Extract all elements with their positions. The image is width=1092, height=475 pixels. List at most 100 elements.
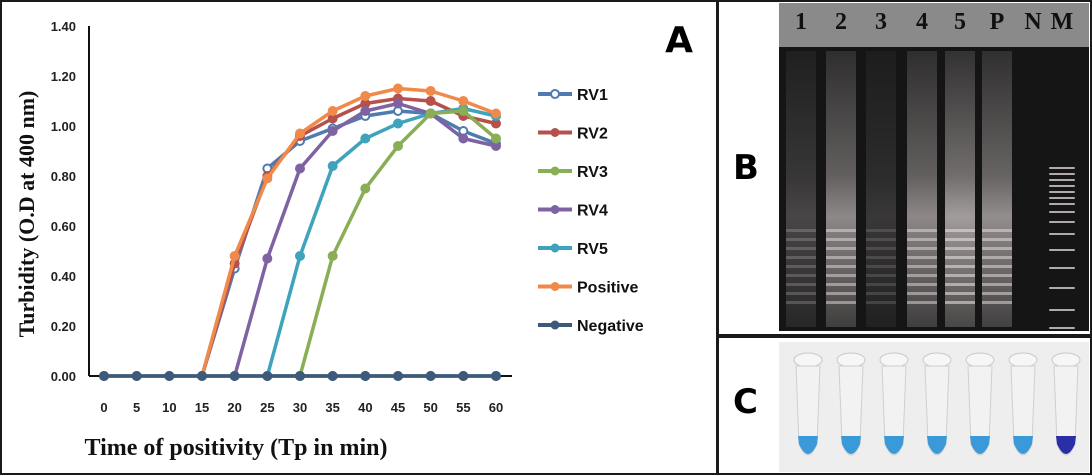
x-tick-label: 55 bbox=[456, 400, 470, 415]
series-line bbox=[265, 106, 497, 377]
x-tick-label: 20 bbox=[227, 400, 241, 415]
data-point bbox=[393, 371, 403, 381]
tube-cap bbox=[879, 352, 909, 368]
legend-item: Positive bbox=[538, 280, 638, 297]
y-axis-title-group: Turbidity (O.D at 400 nm) bbox=[14, 91, 39, 338]
legend-label: RV3 bbox=[577, 164, 608, 181]
data-point bbox=[360, 91, 371, 101]
gel-lane bbox=[786, 51, 816, 327]
tube-shape bbox=[836, 352, 866, 456]
data-point bbox=[425, 86, 436, 96]
ladder-band bbox=[1049, 197, 1075, 199]
lane-label: 3 bbox=[875, 9, 887, 35]
tube-cap bbox=[1051, 352, 1081, 368]
lane-label: 5 bbox=[954, 9, 966, 35]
ladder-band bbox=[1049, 211, 1075, 213]
data-point bbox=[360, 371, 371, 381]
ladder-band bbox=[1049, 249, 1075, 251]
legend-marker bbox=[550, 166, 560, 176]
tube-color-image bbox=[779, 342, 1089, 472]
reaction-tube bbox=[793, 348, 823, 466]
data-point bbox=[458, 133, 469, 144]
y-axis-title: Turbidity (O.D at 400 nm) bbox=[14, 91, 39, 338]
data-point bbox=[295, 251, 305, 261]
gel-lane bbox=[1018, 51, 1048, 327]
series-negative-top bbox=[99, 371, 501, 381]
data-point bbox=[327, 251, 338, 261]
ladder-band bbox=[1049, 203, 1075, 205]
lane-label: M bbox=[1050, 9, 1074, 35]
gel-lane bbox=[826, 51, 856, 327]
x-tick-label: 30 bbox=[293, 400, 307, 415]
series-rv3 bbox=[298, 106, 501, 377]
legend-marker bbox=[550, 89, 560, 99]
tube-cap bbox=[922, 352, 952, 368]
data-point bbox=[131, 371, 142, 381]
x-tick-label: 60 bbox=[489, 400, 503, 415]
x-tick-label: 5 bbox=[133, 400, 140, 415]
legend-marker bbox=[550, 243, 560, 253]
tube-liquid bbox=[927, 436, 947, 454]
data-point bbox=[327, 371, 338, 381]
data-point bbox=[393, 118, 403, 129]
reaction-tube bbox=[965, 348, 995, 466]
data-point bbox=[393, 141, 403, 151]
tube-liquid bbox=[841, 436, 861, 454]
data-point bbox=[393, 83, 403, 94]
lane-label: P bbox=[989, 9, 1005, 35]
tube-liquid bbox=[884, 436, 904, 454]
data-point bbox=[327, 126, 338, 136]
ladder-band bbox=[1049, 309, 1075, 311]
gel-lane bbox=[982, 51, 1012, 327]
data-point bbox=[295, 128, 305, 139]
legend-label: RV2 bbox=[577, 126, 608, 143]
legend-item: RV3 bbox=[538, 164, 608, 181]
data-point bbox=[229, 251, 240, 261]
legend-label: RV4 bbox=[577, 203, 608, 220]
data-point bbox=[229, 371, 240, 381]
lane-label: 1 bbox=[795, 9, 807, 35]
series-positive bbox=[200, 83, 501, 377]
data-point bbox=[262, 253, 273, 264]
panel-divider-vertical bbox=[716, 0, 719, 475]
series-line bbox=[232, 101, 497, 377]
tube-shape bbox=[1051, 352, 1081, 456]
data-point bbox=[491, 133, 501, 144]
data-point bbox=[197, 371, 207, 381]
gel-lane bbox=[945, 51, 975, 327]
ladder-band bbox=[1049, 233, 1075, 235]
legend-marker bbox=[550, 205, 560, 214]
panel-label-c: C bbox=[733, 382, 758, 422]
tube-cap bbox=[965, 352, 995, 368]
data-point bbox=[491, 108, 501, 119]
series-rv4 bbox=[232, 98, 501, 377]
series-line bbox=[200, 86, 497, 377]
data-point bbox=[458, 371, 469, 381]
panel-label-a: A bbox=[665, 20, 693, 61]
data-point bbox=[327, 161, 338, 171]
lane-label: 4 bbox=[916, 9, 928, 35]
panel-divider-horizontal bbox=[716, 334, 1092, 338]
dna-ladder bbox=[1047, 51, 1077, 329]
legend-marker bbox=[550, 282, 560, 291]
legend-item: RV4 bbox=[538, 203, 608, 220]
reaction-tube bbox=[836, 348, 866, 466]
tube-liquid bbox=[970, 436, 990, 454]
tube-shape bbox=[1008, 352, 1038, 456]
tube-liquid bbox=[798, 436, 818, 454]
y-tick-label: 0.40 bbox=[51, 269, 76, 284]
legend-label: RV5 bbox=[577, 241, 608, 258]
data-point bbox=[99, 371, 109, 381]
legend-item: RV1 bbox=[538, 87, 608, 104]
y-tick-label: 0.60 bbox=[51, 219, 76, 234]
data-point bbox=[425, 371, 436, 381]
gel-lane bbox=[866, 51, 896, 327]
panel-label-b: B bbox=[733, 148, 759, 188]
data-point bbox=[164, 371, 175, 381]
x-tick-label: 15 bbox=[195, 400, 209, 415]
tube-shape bbox=[922, 352, 952, 456]
y-tick-labels: 0.00 0.20 0.40 0.60 0.80 1.00 1.20 1.40 bbox=[51, 19, 76, 384]
lane-label: N bbox=[1024, 9, 1042, 35]
x-axis-title: Time of positivity (Tp in min) bbox=[85, 435, 388, 461]
